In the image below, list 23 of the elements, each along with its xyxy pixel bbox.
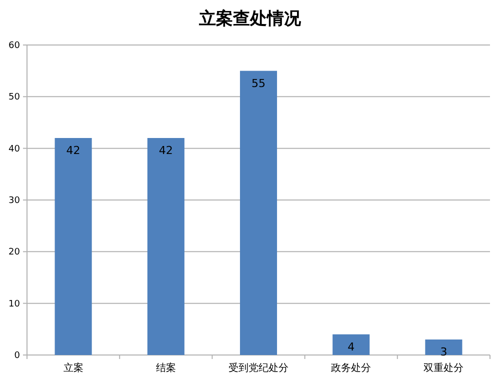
data-label: 42 [158,144,173,157]
data-label: 55 [252,76,266,90]
y-tick-label: 10 [8,299,20,310]
bar [54,138,92,355]
y-tick-label: 40 [8,144,20,154]
y-tick-label: 0 [14,351,20,361]
y-tick-label: 20 [8,248,20,258]
chart-title: 立案查处情况 [198,8,302,29]
bar [332,334,370,355]
y-tick-label: 30 [8,196,20,206]
x-tick-label: 双重处分 [424,362,464,374]
bar [240,70,278,355]
data-label: 4 [348,340,355,354]
bar [147,138,184,355]
x-tick-label: 立案 [63,362,84,374]
x-tick-label: 政务处分 [331,362,372,374]
y-tick-label: 60 [8,41,20,51]
x-tick-label: 结案 [156,362,176,374]
data-label: 42 [66,144,80,157]
data-label: 3 [440,346,448,358]
x-tick-label: 受到党纪处分 [228,362,288,374]
y-tick-label: 50 [8,92,20,103]
bar [425,340,462,355]
